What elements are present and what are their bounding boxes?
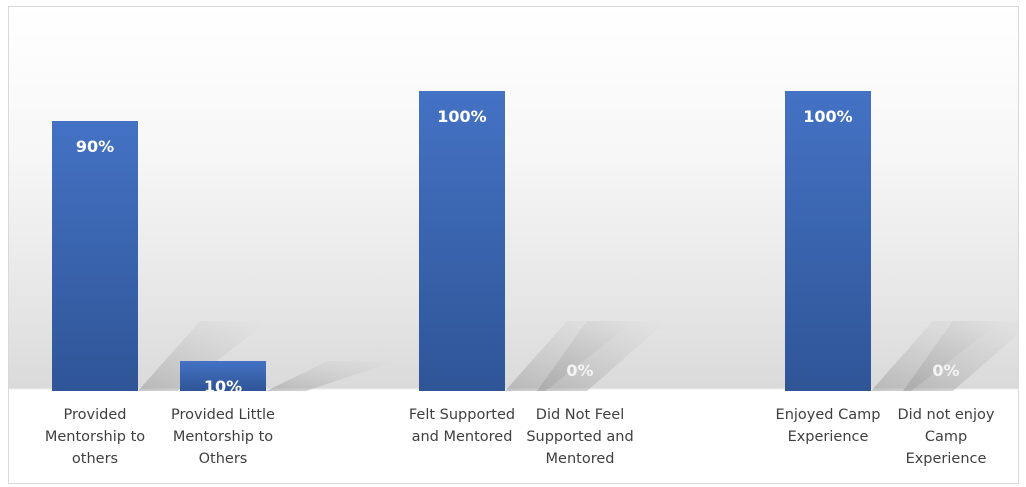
bar [52,121,138,391]
category-label-line: Camp [925,429,967,445]
data-label: 0% [566,361,593,380]
category-label-line: Did Not Feel [536,407,624,423]
category-label-line: Enjoyed Camp [776,407,881,423]
category-label: Enjoyed Camp Experience [776,407,881,445]
bar-shadow [537,321,667,391]
category-label-line: Mentored [546,451,615,467]
category-label: Provided Little Mentorship to Others [171,407,275,467]
bar-shadow [266,361,396,391]
bar-shadow [903,321,1018,391]
data-label: 100% [803,107,852,126]
category-label-line: Supported and [526,429,633,445]
bars-group [52,91,871,391]
category-label-line: Provided [64,407,127,423]
category-label-line: Others [199,451,248,467]
value-labels-group: 90% 10% 100% 0% 100% 0% [76,107,960,396]
bar [419,91,505,391]
category-label: Provided Mentorship to others [45,407,145,467]
bar-shadow [138,321,268,391]
data-label: 90% [76,137,114,156]
category-label-line: Experience [788,429,869,445]
chart-area: 90% 10% 100% 0% 100% 0% Provided Mentorship to… [8,6,1019,484]
bar-chart: 90% 10% 100% 0% 100% 0% Provided Mentorship to… [45,91,1018,467]
category-label-line: Did not enjoy [898,407,995,423]
category-label-line: Mentorship to [45,429,145,445]
bar-shadows [138,321,1018,391]
category-label-line: others [72,451,118,467]
category-label-line: Provided Little [171,407,275,423]
bar [180,361,266,391]
category-label: Did Not Feel Supported and Mentored [526,407,633,467]
category-labels-group: Provided Mentorship to others Provided Litt… [45,407,995,467]
category-label: Felt Supported and Mentored [409,407,515,445]
bar [785,91,871,391]
category-label-line: Mentorship to [173,429,273,445]
category-label-line: Experience [906,451,987,467]
data-label: 0% [932,361,959,380]
category-label-line: Felt Supported [409,407,515,423]
category-label-line: and Mentored [412,429,513,445]
data-label: 10% [204,377,242,396]
data-label: 100% [437,107,486,126]
category-label: Did not enjoy Camp Experience [898,407,995,467]
